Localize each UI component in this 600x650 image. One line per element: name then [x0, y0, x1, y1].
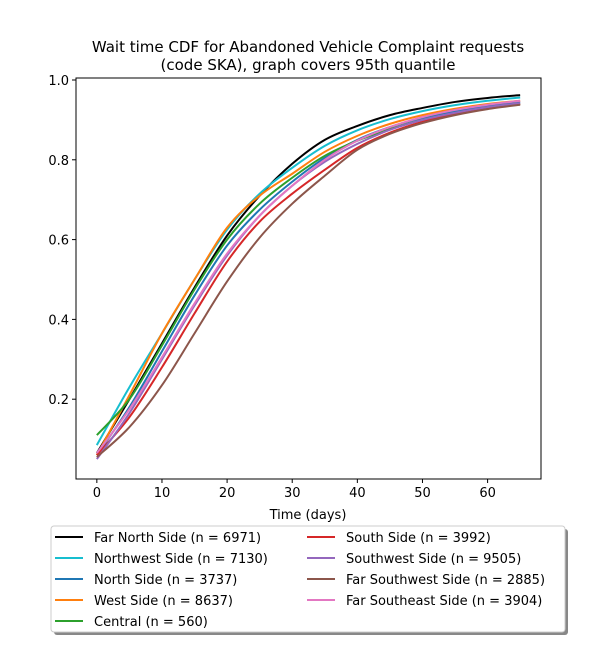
axes-frame — [75, 77, 542, 480]
legend-label: Southwest Side (n = 9505) — [346, 552, 521, 567]
y-tick-label: 0.8 — [48, 154, 69, 169]
series-line-9 — [96, 99, 521, 454]
y-tick-label: 1.0 — [48, 74, 69, 89]
series-line-3 — [96, 100, 521, 456]
legend-label: Northwest Side (n = 7130) — [94, 552, 268, 567]
legend-label: Far Southeast Side (n = 3904) — [346, 594, 542, 609]
chart-title-line-2: (code SKA), graph covers 95th quantile — [161, 56, 456, 74]
legend-label: West Side (n = 8637) — [94, 594, 233, 609]
y-tick-label: 0.4 — [48, 313, 69, 328]
y-tick-label: 0.6 — [48, 234, 69, 249]
legend: Far North Side (n = 6971) Northwest Side … — [50, 525, 568, 635]
legend-label: South Side (n = 3992) — [346, 531, 491, 546]
legend-label: Far Southwest Side (n = 2885) — [346, 573, 545, 588]
legend-label: North Side (n = 3737) — [94, 573, 237, 588]
series-line-5 — [96, 102, 521, 436]
series-line-1 — [95, 94, 521, 454]
x-tick-label: 10 — [154, 486, 171, 501]
chart-title-line-1: Wait time CDF for Abandoned Vehicle Comp… — [92, 38, 524, 56]
series-line-4 — [95, 99, 521, 456]
plot-area: 0 10 20 30 40 50 60 0.2 0.4 0.6 0.8 1.0 — [48, 74, 542, 501]
x-tick-label: 40 — [349, 486, 366, 501]
x-tick-label: 50 — [414, 486, 431, 501]
x-tick-label: 20 — [219, 486, 236, 501]
series-line-6 — [96, 102, 521, 456]
legend-label: Far North Side (n = 6971) — [94, 531, 261, 546]
legend-label: Central (n = 560) — [94, 615, 208, 630]
y-tick-label: 0.2 — [48, 393, 69, 408]
x-tick-label: 60 — [479, 486, 496, 501]
x-tick-label: 0 — [93, 486, 101, 501]
x-tick-label: 30 — [284, 486, 301, 501]
x-axis-label: Time (days) — [269, 508, 347, 523]
series-line-8 — [96, 103, 521, 458]
